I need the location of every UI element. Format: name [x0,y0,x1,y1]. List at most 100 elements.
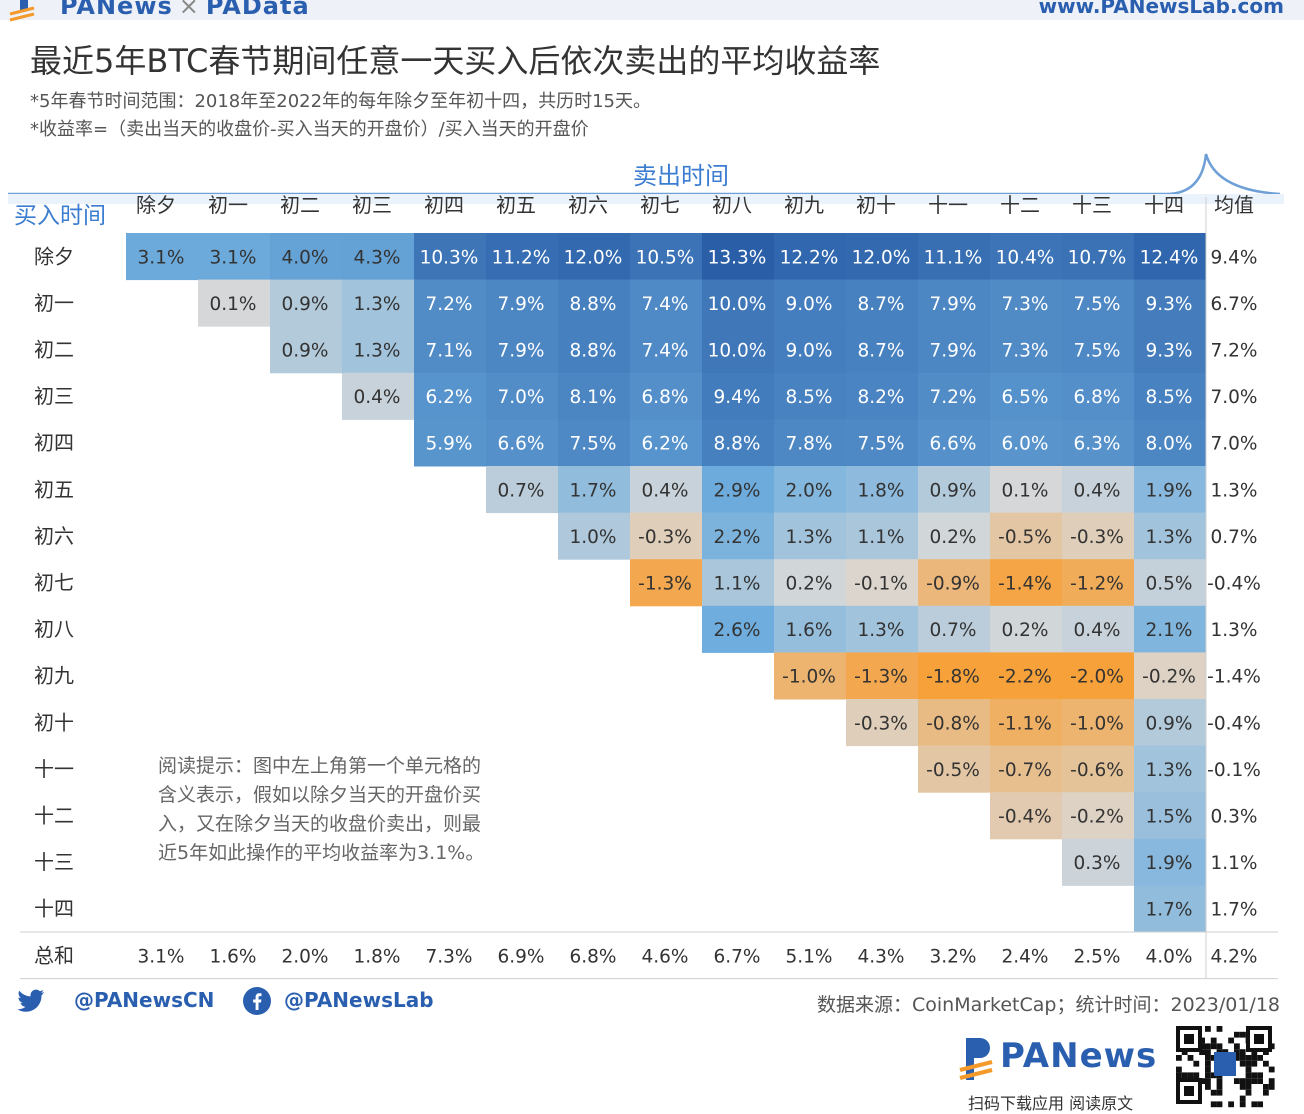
cell-label-4-8: 8.8% [714,434,761,455]
heat-cell-1-4 [414,279,487,327]
cell-label-2-11: 7.9% [930,341,977,362]
col-total-12: 2.4% [1002,946,1049,967]
cell-label-13-14: 1.9% [1146,853,1193,874]
row-label-11: 十一 [34,757,74,781]
heat-cell-11-13 [1062,745,1135,793]
heat-cell-0-13 [1062,233,1135,281]
facebook-handle[interactable]: @PANewsLab [284,988,434,1012]
col-header-14: 十四 [1144,193,1184,217]
website-url[interactable]: www.PANewsLab.com [1038,0,1284,18]
col-total-9: 5.1% [786,946,833,967]
heat-cell-1-3 [342,279,415,327]
heat-cell-6-13 [1062,512,1135,560]
cell-label-0-3: 4.3% [354,247,401,268]
brand-padata: PAData [205,0,310,20]
cell-label-6-7: -0.3% [638,527,692,548]
heat-cell-5-14 [1134,466,1207,514]
heat-cell-13-14 [1134,838,1207,886]
heat-cell-7-8 [702,559,775,607]
row-avg-7: -0.4% [1207,574,1261,595]
heat-cell-9-9 [774,652,847,700]
col-total-2: 2.0% [282,946,329,967]
brand-separator: × [178,0,200,20]
col-header-4: 初四 [424,193,464,217]
cell-label-5-10: 1.8% [858,480,905,501]
cell-label-10-13: -1.0% [1070,713,1124,734]
top-bar [0,0,1304,20]
heat-cell-2-5 [486,326,559,374]
cell-label-10-11: -0.8% [926,713,980,734]
cell-label-1-13: 7.5% [1074,294,1121,315]
panews-brand-logo-icon [959,1038,993,1080]
col-total-10: 4.3% [858,946,905,967]
row-label-8: 初八 [34,617,74,641]
cell-label-3-12: 6.5% [1002,387,1049,408]
cell-label-3-4: 6.2% [426,387,473,408]
buy-time-label: 买入时间 [14,203,106,229]
cell-label-0-7: 10.5% [636,247,695,268]
row-avg-12: 0.3% [1211,807,1258,828]
cell-label-8-14: 2.1% [1146,620,1193,641]
cell-label-6-8: 2.2% [714,527,761,548]
col-total-0: 3.1% [138,946,185,967]
cell-label-1-2: 0.9% [282,294,329,315]
heat-cell-0-14 [1134,233,1207,281]
heat-cell-6-7 [630,512,703,560]
cell-label-2-8: 10.0% [708,341,767,362]
heat-cell-2-2 [270,326,343,374]
heat-cell-1-14 [1134,279,1207,327]
heat-cell-5-10 [846,466,919,514]
cell-label-6-12: -0.5% [998,527,1052,548]
cell-label-1-11: 7.9% [930,294,977,315]
col-total-13: 2.5% [1074,946,1121,967]
heat-cell-5-12 [990,466,1063,514]
panews-logo-icon [9,0,35,22]
heat-cell-5-7 [630,466,703,514]
heat-cell-9-11 [918,652,991,700]
cell-label-4-11: 6.6% [930,434,977,455]
col-header-6: 初六 [568,193,608,217]
cell-label-9-13: -2.0% [1070,667,1124,688]
heat-cell-1-6 [558,279,631,327]
col-total-8: 6.7% [714,946,761,967]
row-avg-1: 6.7% [1211,294,1258,315]
heat-cell-1-2 [270,279,343,327]
cell-label-6-14: 1.3% [1146,527,1193,548]
col-header-13: 十三 [1072,193,1112,217]
qr-code-icon[interactable] [1172,1022,1276,1108]
heat-cell-6-12 [990,512,1063,560]
heat-cell-10-14 [1134,699,1207,747]
heat-cell-5-9 [774,466,847,514]
cell-label-5-14: 1.9% [1146,480,1193,501]
heat-cell-12-12 [990,792,1063,840]
row-label-3: 初三 [34,384,74,408]
cell-label-8-11: 0.7% [930,620,977,641]
heat-cell-2-3 [342,326,415,374]
heat-cell-10-13 [1062,699,1135,747]
col-total-1: 1.6% [210,946,257,967]
cell-label-7-11: -0.9% [926,574,980,595]
heat-cell-2-10 [846,326,919,374]
row-avg-13: 1.1% [1211,853,1258,874]
row-label-6: 初六 [34,524,74,548]
heat-cell-3-4 [414,372,487,420]
cell-label-3-8: 9.4% [714,387,761,408]
cell-label-4-13: 6.3% [1074,434,1121,455]
heat-cell-1-10 [846,279,919,327]
cell-label-3-13: 6.8% [1074,387,1121,408]
heat-cell-8-11 [918,605,991,653]
cell-label-4-10: 7.5% [858,434,905,455]
cell-label-11-11: -0.5% [926,760,980,781]
cell-label-2-4: 7.1% [426,341,473,362]
heat-cell-14-14 [1134,885,1207,933]
cell-label-7-7: -1.3% [638,574,692,595]
heat-cell-4-5 [486,419,559,467]
heat-cell-4-4 [414,419,487,467]
twitter-handle[interactable]: @PANewsCN [74,988,215,1012]
row-label-5: 初五 [34,477,74,501]
cell-label-10-14: 0.9% [1146,713,1193,734]
cell-label-3-5: 7.0% [498,387,545,408]
cell-label-0-10: 12.0% [852,247,911,268]
heat-cell-0-6 [558,233,631,281]
cell-label-2-12: 7.3% [1002,341,1049,362]
